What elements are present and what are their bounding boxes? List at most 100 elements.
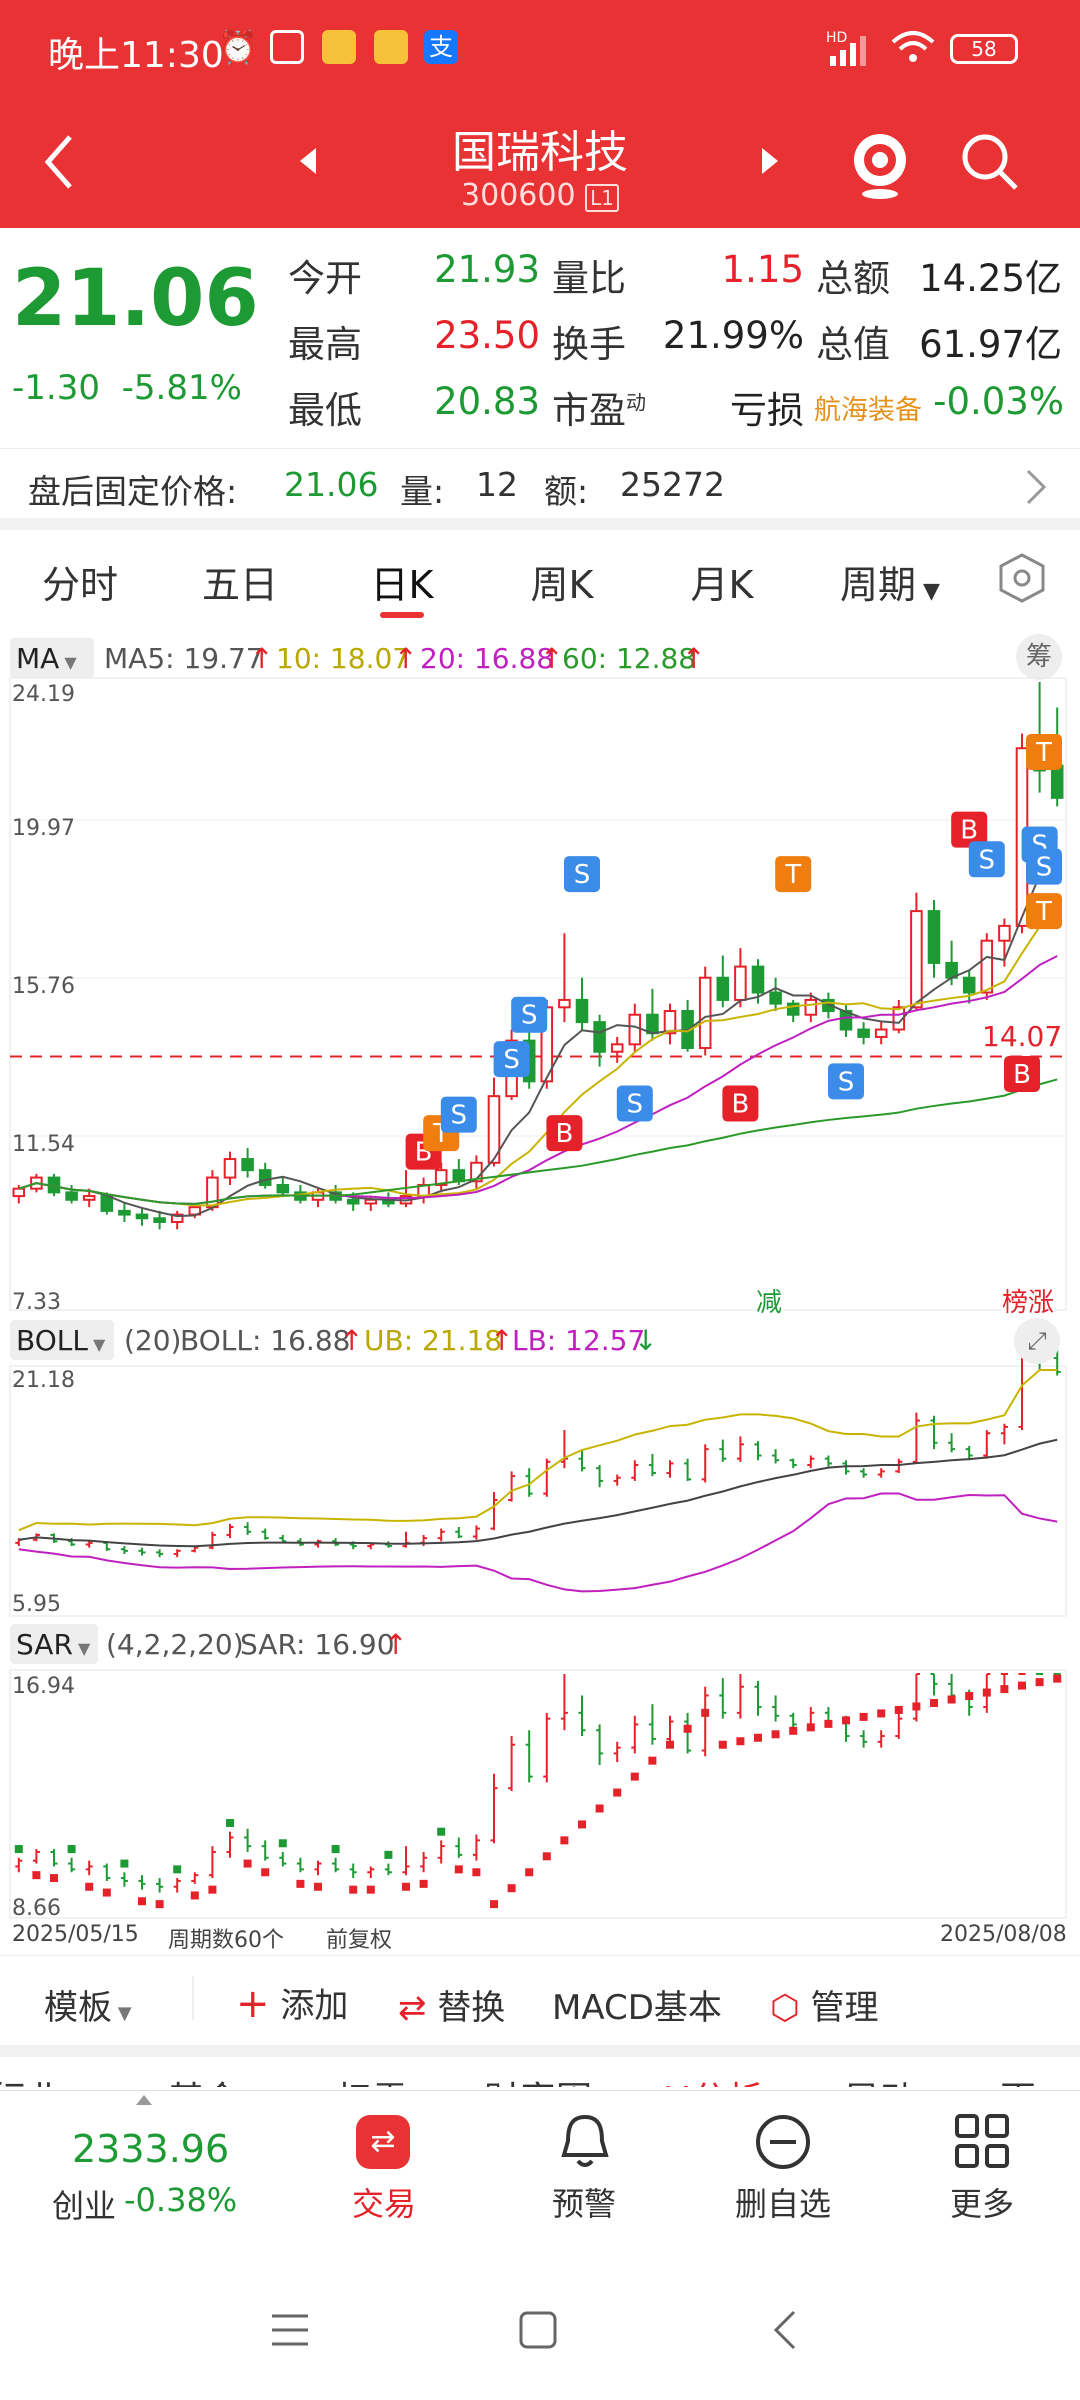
nav-trade[interactable]: 交易 (351, 2185, 416, 2223)
ma5-legend: MA5: 19.77 (104, 642, 264, 675)
add-indicator-button[interactable]: + 添加 (236, 1981, 349, 2027)
low-value: 20.83 (434, 380, 540, 423)
candle-body (276, 1183, 290, 1194)
dropdown-icon: ▼ (916, 579, 940, 604)
boll-ub-legend: UB: 21.18 (364, 1324, 503, 1357)
tab-intraday[interactable]: 分时 (41, 563, 118, 607)
boll-lb-line (18, 1492, 1058, 1593)
sar-dot (965, 1692, 974, 1701)
candle-body (698, 976, 712, 1050)
sector-name[interactable]: 航海装备 (814, 395, 922, 426)
manage-button[interactable]: ⬡ 管理 (770, 1988, 879, 2028)
boll-selector[interactable]: BOLL ▼ (10, 1320, 114, 1360)
candle-body (170, 1213, 184, 1223)
bell-icon[interactable] (556, 2111, 614, 2171)
sar-dot (208, 1885, 217, 1894)
subtab-scan[interactable]: 扫雷 (336, 2071, 408, 2087)
arrow-up-icon: ↑ (394, 642, 418, 675)
expand-icon[interactable]: ⤢ (1014, 1318, 1060, 1364)
active-tab-indicator (380, 612, 424, 618)
nav-remove-watchlist[interactable]: 删自选 (734, 2185, 831, 2223)
sar-dot (67, 1845, 76, 1854)
prev-stock-icon[interactable] (298, 146, 318, 176)
subtab-wealth-circle[interactable]: 财富圈 (484, 2071, 592, 2087)
grid-more-icon[interactable] (954, 2113, 1010, 2169)
high-value: 23.50 (434, 314, 540, 357)
sar-dot (1035, 1678, 1044, 1687)
tab-period[interactable]: 周期 ▼ (840, 563, 940, 607)
search-icon[interactable] (958, 130, 1022, 194)
candle-body (100, 1195, 114, 1212)
chip-distribution-button[interactable]: 筹 (1016, 634, 1062, 680)
signal-marker-label: B (731, 1090, 749, 1120)
ma-selector[interactable]: MA ▼ (10, 638, 94, 678)
sar-params: (4,2,2,20) (106, 1628, 244, 1661)
back-nav-icon[interactable] (770, 2308, 800, 2352)
after-hours-row[interactable]: 盘后固定价格: 21.06 量: 12 额: 25272 (0, 448, 1080, 530)
index-change: -0.38% (124, 2181, 238, 2219)
kline-chart[interactable]: MA ▼ MA5: 19.77 ↑ 10: 18.07 ↑ 20: 16.88 … (0, 630, 1080, 1955)
nav-alert[interactable]: 预警 (551, 2185, 616, 2223)
sar-dot (947, 1695, 956, 1704)
signal-marker-label: S (451, 1101, 468, 1131)
info-subtabs: 行业 基金 扫雷 财富圈 AI分析 异动 更 (0, 2057, 1080, 2087)
pe-label: 市盈动 (552, 389, 646, 432)
red-packet-icon (322, 30, 356, 64)
tab-weekly-k[interactable]: 周K (530, 563, 594, 607)
sar-dot (894, 1705, 903, 1714)
subtab-ai-analysis[interactable]: AI分析 (656, 2071, 763, 2087)
sar-dot (507, 1884, 516, 1893)
sar-dot (472, 1868, 481, 1877)
remove-watchlist-icon[interactable] (754, 2113, 812, 2171)
app-icon (270, 30, 304, 64)
tab-5day[interactable]: 五日 (201, 563, 278, 607)
home-icon[interactable] (518, 2310, 558, 2350)
signal-marker (968, 841, 1005, 878)
template-button[interactable]: 模板 ▼ (44, 1988, 132, 2028)
price-axis-bottom: 7.33 (12, 1290, 61, 1315)
macd-button[interactable]: MACD基本 (552, 1988, 722, 2028)
menu-icon[interactable] (270, 2312, 310, 2348)
bottom-nav: 2333.96 创业 -0.38% ⇄ 交易 预警 删自选 更多 (0, 2090, 1080, 2240)
next-stock-icon[interactable] (760, 146, 780, 176)
sar-dot (824, 1719, 833, 1728)
mascot-icon[interactable] (848, 122, 912, 202)
subtab-fund[interactable]: 基金 (168, 2071, 240, 2087)
signal-marker (775, 856, 812, 893)
ma20-line (18, 955, 1058, 1205)
tab-monthly-k[interactable]: 月K (690, 563, 754, 607)
sar-dot (454, 1865, 463, 1874)
swap-icon: ⇄ (398, 1988, 427, 2028)
subtab-more[interactable]: 更 (1000, 2071, 1036, 2087)
price-axis-2: 19.97 (12, 816, 75, 841)
signal-marker-label: B (960, 816, 978, 846)
subtab-movement[interactable]: 异动 (844, 2071, 916, 2087)
candle-body (892, 1006, 906, 1031)
back-icon[interactable] (40, 132, 80, 192)
settings-hexagon-icon[interactable] (996, 552, 1048, 604)
index-value[interactable]: 2333.96 (72, 2127, 230, 2171)
last-price: 21.06 (12, 254, 259, 344)
candle-body (998, 924, 1011, 942)
nav-more[interactable]: 更多 (949, 2185, 1014, 2223)
tab-daily-k[interactable]: 日K (370, 563, 434, 607)
subtab-industry[interactable]: 行业 (0, 2071, 62, 2087)
sar-selector[interactable]: SAR ▼ (10, 1624, 98, 1664)
volume-ratio-label: 量比 (552, 257, 626, 300)
sar-dot (859, 1712, 868, 1721)
price-change: -1.30 -5.81% (12, 368, 242, 408)
sar-axis-bottom: 8.66 (12, 1896, 61, 1921)
signal-marker-label: S (838, 1067, 855, 1097)
boll-ub-line (18, 1369, 1058, 1532)
replace-indicator-button[interactable]: ⇄ 替换 (398, 1988, 506, 2028)
turnover-amount-value: 14.25亿 (919, 257, 1062, 300)
trade-icon[interactable]: ⇄ (356, 2115, 410, 2169)
turnover-rate-label: 换手 (552, 323, 626, 366)
candle-body (118, 1209, 131, 1216)
signal-marker-label: S (521, 1001, 538, 1031)
boll-lb-legend: LB: 12.57 (512, 1324, 646, 1357)
alarm-icon: ⏰ (218, 28, 258, 66)
battery-icon: 58 (950, 34, 1018, 64)
pe-value: 亏损 (730, 389, 804, 432)
